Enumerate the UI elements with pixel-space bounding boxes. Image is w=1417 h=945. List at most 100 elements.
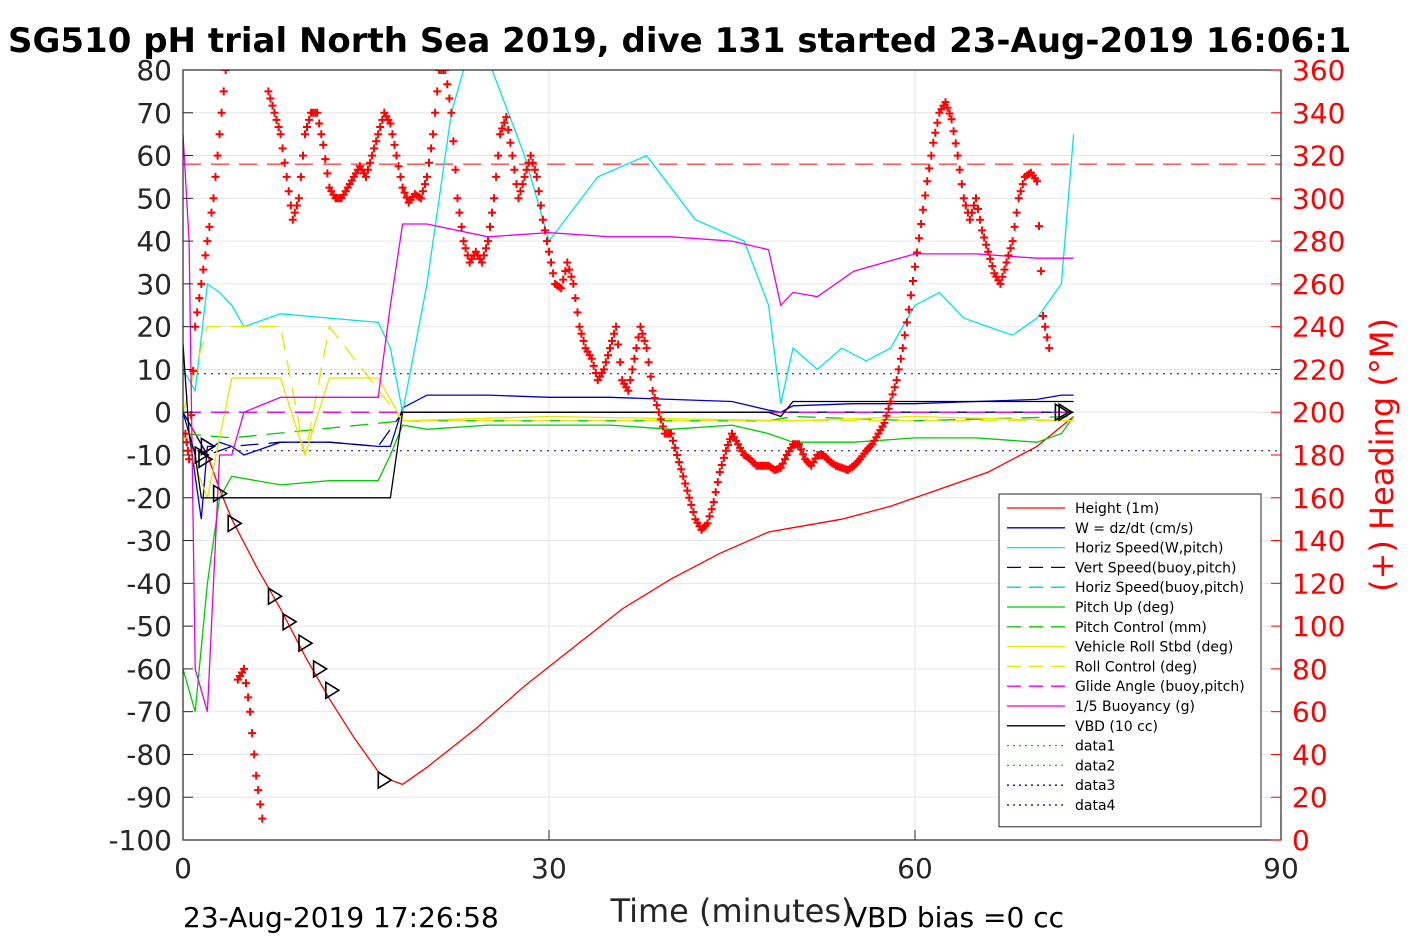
heading-marker <box>217 108 226 117</box>
heading-marker <box>313 108 322 117</box>
dive-marker <box>267 586 284 606</box>
heading-marker <box>254 786 263 795</box>
heading-marker <box>709 498 718 507</box>
heading-marker <box>626 376 635 385</box>
heading-marker <box>640 336 649 345</box>
heading-marker <box>368 151 377 160</box>
heading-marker <box>242 679 250 688</box>
heading-marker <box>482 244 490 253</box>
heading-marker <box>721 446 730 455</box>
heading-marker <box>636 322 645 331</box>
legend-label: Vert Speed(buoy,pitch) <box>1075 560 1237 576</box>
x-tick-label: 30 <box>531 852 567 885</box>
legend: Height (1m) W = dz/dt (cm/s) Horiz Speed(W… <box>998 493 1262 828</box>
heading-marker <box>575 322 584 331</box>
heading-marker <box>197 279 206 288</box>
heading-marker <box>557 284 566 293</box>
heading-marker <box>207 208 216 217</box>
heading-marker <box>484 237 492 246</box>
right-y-tick-label: 200 <box>1292 396 1345 429</box>
right-y-axis-ticks: 3603403203002802602402202001801601401201… <box>1271 54 1345 857</box>
heading-marker <box>923 177 932 186</box>
heading-marker <box>632 344 641 353</box>
dive-marker <box>212 484 229 503</box>
heading-marker <box>974 205 982 213</box>
heading-marker <box>982 240 991 249</box>
heading-marker <box>571 294 580 303</box>
heading-marker <box>648 386 657 395</box>
x-tick-label: 0 <box>174 852 192 885</box>
heading-marker <box>490 194 499 203</box>
heading-marker <box>244 693 253 702</box>
heading-marker <box>1006 244 1015 253</box>
heading-marker <box>296 172 305 181</box>
heading-marker <box>587 354 596 363</box>
series-line <box>183 416 1075 712</box>
heading-marker <box>447 108 456 117</box>
right-y-tick-label: 120 <box>1292 567 1345 600</box>
heading-marker <box>685 493 694 502</box>
right-y-tick-label: 140 <box>1292 525 1345 558</box>
heading-marker <box>520 172 529 181</box>
heading-marker <box>274 123 283 131</box>
heading-marker <box>500 118 509 127</box>
heading-marker <box>723 441 732 449</box>
dive-marker <box>227 513 243 533</box>
heading-marker <box>1039 312 1048 320</box>
left-y-tick-label: -30 <box>126 525 172 558</box>
heading-marker <box>195 294 204 303</box>
heading-marker <box>911 262 919 271</box>
heading-marker <box>427 144 436 153</box>
heading-marker <box>416 194 425 203</box>
heading-marker <box>616 358 625 367</box>
legend-label: data2 <box>1075 758 1115 774</box>
right-y-tick-label: 360 <box>1292 54 1345 87</box>
heading-marker <box>931 128 940 137</box>
heading-marker <box>526 151 535 160</box>
heading-marker <box>213 151 222 160</box>
heading-marker <box>455 208 464 217</box>
heading-marker <box>498 124 507 133</box>
heading-marker <box>303 123 311 131</box>
heading-marker <box>543 237 551 246</box>
heading-marker <box>437 70 446 74</box>
left-y-tick-label: 50 <box>136 182 172 215</box>
heading-marker <box>183 446 192 455</box>
heading-marker <box>479 251 488 260</box>
heading-marker <box>996 279 1005 288</box>
heading-marker <box>453 194 462 203</box>
heading-marker <box>536 201 545 210</box>
heading-marker <box>797 445 806 454</box>
heading-marker <box>957 180 966 189</box>
heading-marker <box>315 119 324 128</box>
heading-marker <box>579 336 588 345</box>
heading-marker <box>423 172 431 181</box>
left-y-axis-ticks: 80 70 60 50 40 30 20 10 0 -10 -20 -30 -40 -50 -60 -70 -8… <box>108 54 193 857</box>
heading-marker <box>528 158 537 167</box>
heading-marker <box>921 191 930 200</box>
heading-marker <box>988 262 997 271</box>
heading-marker <box>673 451 682 459</box>
heading-marker <box>252 771 261 780</box>
x-axis-ticks: 0 30 60 90 <box>174 830 1299 885</box>
heading-marker <box>276 130 285 139</box>
heading-marker <box>510 165 519 174</box>
heading-marker <box>386 119 395 128</box>
heading-marker <box>882 411 891 420</box>
heading-marker <box>929 138 938 147</box>
heading-marker <box>894 365 903 374</box>
dive-markers <box>194 402 1074 790</box>
heading-marker <box>646 372 655 381</box>
heading-marker <box>1043 333 1052 342</box>
left-y-tick-label: -20 <box>126 482 172 515</box>
left-y-tick-label: -70 <box>126 696 172 729</box>
heading-marker <box>900 331 909 340</box>
legend-box <box>998 493 1262 828</box>
dive-marker <box>312 659 329 679</box>
heading-marker <box>193 308 202 317</box>
heading-marker <box>250 750 259 759</box>
heading-marker <box>532 172 541 181</box>
heading-marker <box>305 115 314 124</box>
heading-marker <box>433 87 442 96</box>
heading-marker <box>652 401 661 410</box>
